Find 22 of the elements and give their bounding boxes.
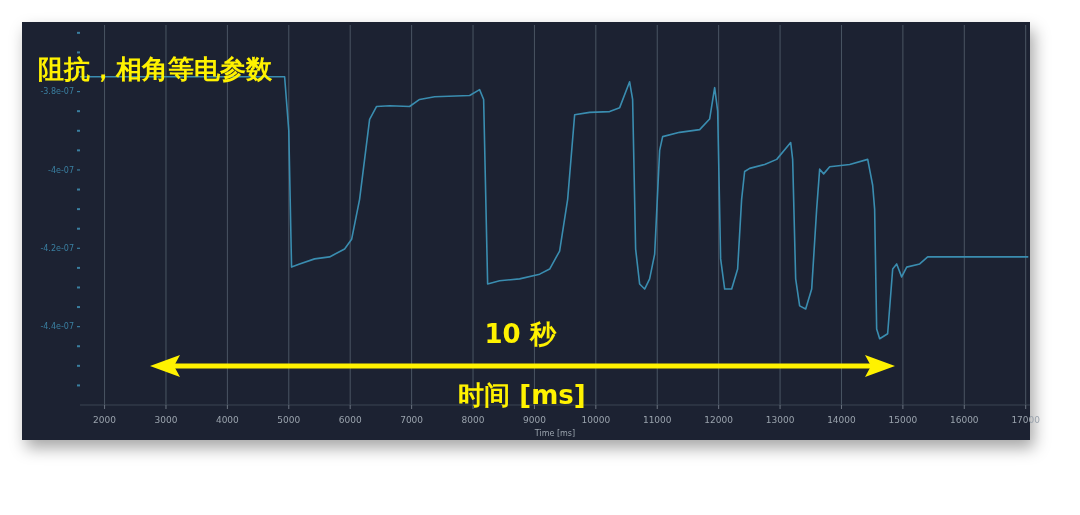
x-tick-label: 12000 [704,415,734,425]
x-tick-label: 9000 [522,415,547,425]
y-tick-label: -4e-07 [48,165,74,175]
x-tick-label: 7000 [400,415,424,425]
x-tick-label: 6000 [338,415,362,425]
x-tick-label: 15000 [888,415,918,425]
x-tick-label: 3000 [154,415,178,425]
annotation: 10 秒 [484,319,557,349]
x-tick-label: 11000 [642,415,672,425]
x-tick-label: 13000 [765,415,795,425]
y-tick-label: -4.4e-07 [40,322,74,332]
x-tick-label: 5000 [277,415,301,425]
x-tick-label: 8000 [461,415,485,425]
x-tick-label: 16000 [949,415,979,425]
y-tick-label: -4.2e-07 [40,244,74,254]
annotation: 时间 [ms] [458,380,586,410]
x-tick-label: 2000 [93,415,117,425]
x-tick-label: 10000 [581,415,611,425]
y-tick-label: -3.8e-07 [40,87,74,97]
x-tick-label: 14000 [827,415,857,425]
x-tick-label: 4000 [215,415,240,425]
x-axis-title: Time [ms] [533,429,576,438]
